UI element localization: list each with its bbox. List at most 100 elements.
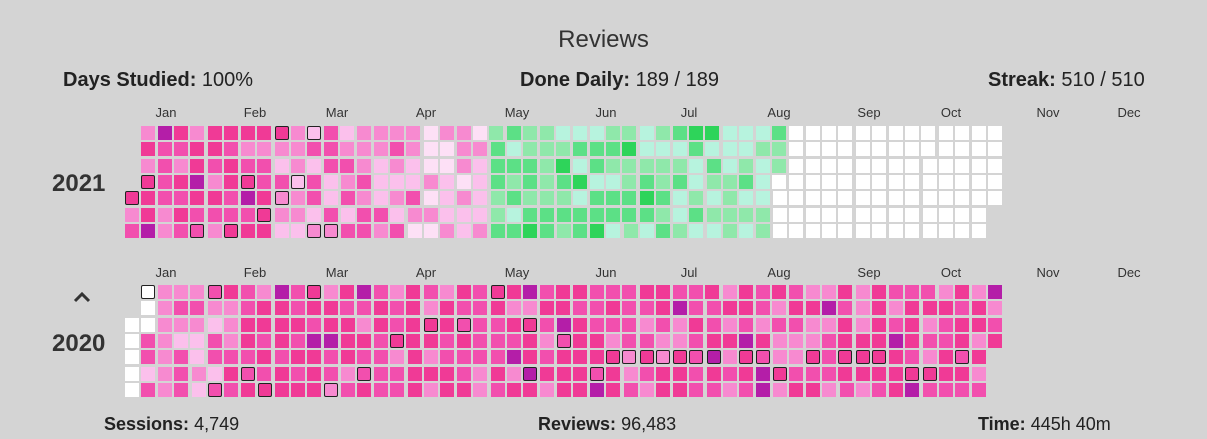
day-cell[interactable] <box>872 350 887 365</box>
day-cell[interactable] <box>888 175 903 189</box>
day-cell[interactable] <box>207 126 222 140</box>
day-cell[interactable] <box>622 207 637 222</box>
day-cell[interactable] <box>955 207 970 222</box>
day-cell[interactable] <box>955 317 970 332</box>
day-cell[interactable] <box>739 191 754 206</box>
day-cell[interactable] <box>888 285 903 299</box>
chevron-up-icon[interactable] <box>72 290 92 304</box>
day-cell[interactable] <box>822 301 837 316</box>
day-cell[interactable] <box>256 301 271 316</box>
day-cell[interactable] <box>771 126 786 140</box>
day-cell[interactable] <box>606 383 621 397</box>
day-cell[interactable] <box>323 366 338 381</box>
day-cell[interactable] <box>771 158 786 173</box>
day-cell[interactable] <box>922 334 937 348</box>
day-cell[interactable] <box>141 334 156 348</box>
day-cell[interactable] <box>622 334 637 348</box>
day-cell[interactable] <box>157 366 172 381</box>
day-cell[interactable] <box>174 158 188 173</box>
day-cell[interactable] <box>357 191 372 206</box>
day-cell[interactable] <box>539 334 554 348</box>
day-cell[interactable] <box>573 207 588 222</box>
day-cell[interactable] <box>971 285 986 299</box>
day-cell[interactable] <box>307 301 322 316</box>
day-cell[interactable] <box>323 334 338 348</box>
day-cell[interactable] <box>822 191 837 206</box>
day-cell[interactable] <box>805 207 820 222</box>
day-cell[interactable] <box>921 142 936 157</box>
day-cell[interactable] <box>706 317 721 332</box>
day-cell[interactable] <box>174 191 188 206</box>
day-cell[interactable] <box>822 175 837 189</box>
day-cell[interactable] <box>290 175 305 189</box>
day-cell[interactable] <box>125 366 139 381</box>
day-cell[interactable] <box>789 175 804 189</box>
day-cell[interactable] <box>706 383 721 397</box>
day-cell[interactable] <box>190 191 205 206</box>
day-cell[interactable] <box>224 366 239 381</box>
day-cell[interactable] <box>789 158 804 173</box>
day-cell[interactable] <box>872 366 887 381</box>
day-cell[interactable] <box>456 334 471 348</box>
day-cell[interactable] <box>125 191 139 206</box>
day-cell[interactable] <box>423 142 438 157</box>
day-cell[interactable] <box>307 126 322 140</box>
day-cell[interactable] <box>224 301 239 316</box>
day-cell[interactable] <box>872 158 887 173</box>
day-cell[interactable] <box>606 207 621 222</box>
day-cell[interactable] <box>856 191 870 206</box>
day-cell[interactable] <box>789 334 804 348</box>
day-cell[interactable] <box>955 224 970 238</box>
day-cell[interactable] <box>888 142 903 157</box>
day-cell[interactable] <box>274 191 289 206</box>
day-cell[interactable] <box>406 191 421 206</box>
day-cell[interactable] <box>987 317 1002 332</box>
day-cell[interactable] <box>190 301 205 316</box>
day-cell[interactable] <box>357 224 372 238</box>
day-cell[interactable] <box>456 224 471 238</box>
day-cell[interactable] <box>739 142 754 157</box>
day-cell[interactable] <box>888 334 903 348</box>
day-cell[interactable] <box>125 224 139 238</box>
day-cell[interactable] <box>472 301 487 316</box>
day-cell[interactable] <box>573 126 588 140</box>
day-cell[interactable] <box>971 158 986 173</box>
day-cell[interactable] <box>589 207 604 222</box>
day-cell[interactable] <box>722 158 737 173</box>
day-cell[interactable] <box>922 191 937 206</box>
day-cell[interactable] <box>490 142 505 157</box>
day-cell[interactable] <box>174 285 188 299</box>
day-cell[interactable] <box>290 317 305 332</box>
day-cell[interactable] <box>639 366 654 381</box>
day-cell[interactable] <box>656 285 671 299</box>
day-cell[interactable] <box>606 224 621 238</box>
day-cell[interactable] <box>390 285 404 299</box>
day-cell[interactable] <box>706 191 721 206</box>
day-cell[interactable] <box>739 207 754 222</box>
day-cell[interactable] <box>224 334 239 348</box>
day-cell[interactable] <box>557 191 571 206</box>
day-cell[interactable] <box>771 175 786 189</box>
day-cell[interactable] <box>357 366 372 381</box>
day-cell[interactable] <box>805 126 820 140</box>
day-cell[interactable] <box>589 350 604 365</box>
day-cell[interactable] <box>323 383 338 397</box>
day-cell[interactable] <box>390 207 404 222</box>
day-cell[interactable] <box>622 175 637 189</box>
day-cell[interactable] <box>938 191 953 206</box>
day-cell[interactable] <box>938 317 953 332</box>
day-cell[interactable] <box>274 301 289 316</box>
day-cell[interactable] <box>456 366 471 381</box>
day-cell[interactable] <box>555 301 570 316</box>
day-cell[interactable] <box>506 207 521 222</box>
day-cell[interactable] <box>955 175 970 189</box>
day-cell[interactable] <box>739 366 754 381</box>
day-cell[interactable] <box>157 350 172 365</box>
day-cell[interactable] <box>190 317 205 332</box>
day-cell[interactable] <box>523 224 538 238</box>
day-cell[interactable] <box>373 224 388 238</box>
day-cell[interactable] <box>174 126 188 140</box>
day-cell[interactable] <box>971 126 986 140</box>
day-cell[interactable] <box>141 285 156 299</box>
day-cell[interactable] <box>456 142 471 157</box>
